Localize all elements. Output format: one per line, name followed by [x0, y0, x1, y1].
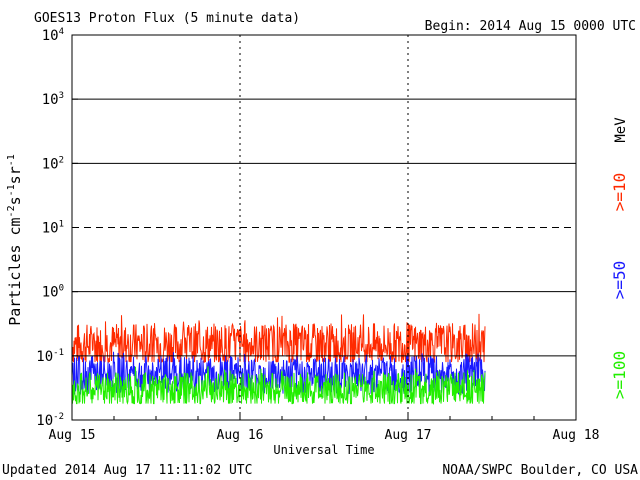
x-tick-label: Aug 18	[553, 428, 600, 443]
unit-label: MeV	[613, 117, 629, 143]
y-tick-label: 10-2	[36, 412, 64, 429]
x-tick-label: Aug 17	[385, 428, 432, 443]
x-tick-label: Aug 16	[217, 428, 264, 443]
grid-layer	[72, 35, 576, 420]
x-tick-label: Aug 15	[49, 428, 96, 443]
chart-title: GOES13 Proton Flux (5 minute data)	[34, 11, 300, 26]
legend-ge50: >=50	[610, 261, 629, 300]
y-tick-label: 101	[42, 220, 64, 237]
x-axis-label: Universal Time	[273, 443, 374, 457]
series-line	[71, 313, 486, 364]
updated-time: Updated 2014 Aug 17 11:11:02 UTC	[2, 463, 252, 478]
svg-text:Particles cm-2s-1sr-1: Particles cm-2s-1sr-1	[6, 154, 24, 326]
y-tick-label: 100	[42, 284, 64, 301]
series-layer	[71, 313, 486, 405]
source-label: NOAA/SWPC Boulder, CO USA	[442, 463, 638, 478]
legend-ge100: >=100	[610, 351, 629, 399]
series-line	[71, 351, 486, 396]
y-tick-label: 10-1	[36, 348, 64, 365]
plot-frame	[71, 34, 577, 421]
y-tick-label: 103	[42, 91, 64, 108]
y-tick-label: 102	[42, 155, 64, 172]
legend-ge10: >=10	[610, 173, 629, 212]
y-tick-label: 104	[42, 27, 64, 44]
y-axis-label: Particles cm-2s-1sr-1	[6, 154, 24, 326]
series-line	[71, 366, 486, 405]
tick-layer: 10-2 10-1 100 101 102 103 104 Aug 15 Aug 16 Aug 1…	[36, 27, 599, 443]
begin-time: Begin: 2014 Aug 15 0000 UTC	[425, 19, 636, 34]
